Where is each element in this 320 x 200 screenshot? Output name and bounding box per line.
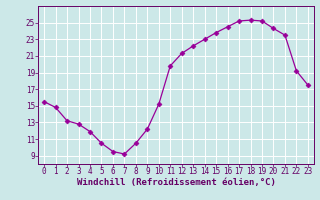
X-axis label: Windchill (Refroidissement éolien,°C): Windchill (Refroidissement éolien,°C) bbox=[76, 178, 276, 187]
